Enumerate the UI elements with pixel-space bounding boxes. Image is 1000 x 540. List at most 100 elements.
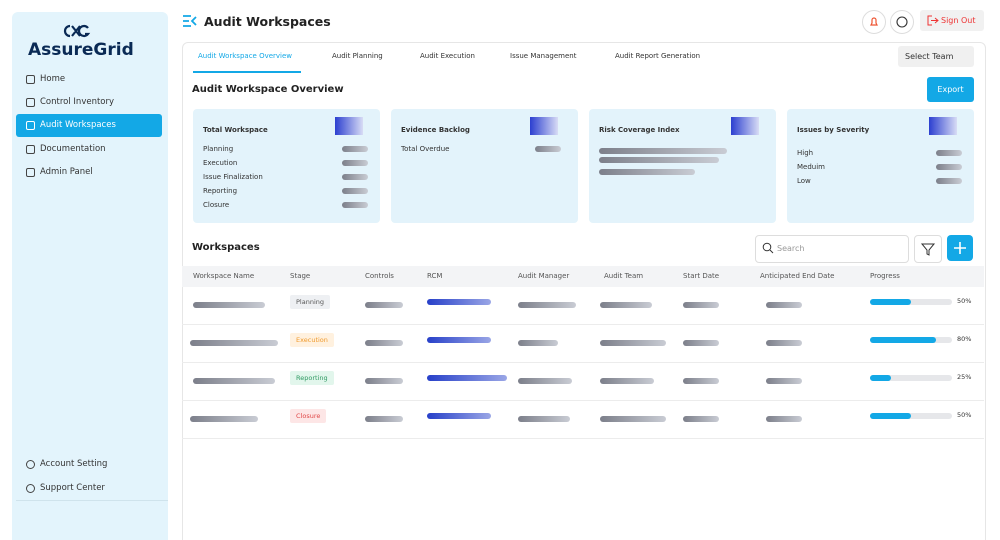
card-chart <box>530 117 558 135</box>
column-header: Start Date <box>683 272 720 280</box>
card-chart <box>929 117 957 135</box>
stage-badge: Planning <box>290 295 330 309</box>
card-item: Reporting <box>203 187 238 195</box>
placeholder <box>342 174 368 180</box>
placeholder <box>365 340 403 346</box>
section-title: Audit Workspace Overview <box>192 84 344 95</box>
logo-icon <box>63 24 91 38</box>
progress-track <box>870 299 952 305</box>
placeholder <box>766 302 802 308</box>
sign-out-button[interactable] <box>920 10 984 31</box>
placeholder <box>600 302 652 308</box>
nav-item[interactable]: Audit Workspaces <box>40 120 116 130</box>
export-button[interactable]: Export <box>927 77 974 102</box>
stage-badge: Execution <box>290 333 334 347</box>
tab[interactable]: Audit Execution <box>420 52 475 60</box>
card-item: Closure <box>203 201 230 209</box>
placeholder <box>193 302 265 308</box>
tab[interactable]: Audit Planning <box>332 52 383 60</box>
progress-label: 50% <box>957 411 972 419</box>
nav-item[interactable]: Documentation <box>40 144 106 154</box>
placeholder <box>683 378 719 384</box>
filter-button[interactable] <box>914 235 942 263</box>
sign-out-icon <box>927 15 939 26</box>
card-title: Issues by Severity <box>797 126 870 134</box>
stage-badge: Reporting <box>290 371 334 385</box>
nav-item[interactable]: Home <box>40 74 66 84</box>
placeholder <box>342 146 368 152</box>
column-header: Stage <box>290 272 311 280</box>
table-header <box>182 266 984 287</box>
messages[interactable] <box>890 10 914 34</box>
placeholder <box>683 340 719 346</box>
placeholder <box>427 413 491 419</box>
nav-item[interactable]: Account Setting <box>40 459 108 469</box>
row-divider <box>182 438 984 439</box>
menu-icon[interactable] <box>182 14 198 28</box>
placeholder <box>936 150 962 156</box>
card-item: Execution <box>203 159 238 167</box>
placeholder <box>518 378 572 384</box>
search-placeholder[interactable]: Search <box>777 244 805 253</box>
notifications[interactable] <box>862 10 886 34</box>
tab[interactable]: Issue Management <box>510 52 577 60</box>
tab-underline <box>193 71 301 73</box>
active-nav <box>16 114 162 137</box>
tab[interactable]: Audit Report Generation <box>615 52 701 60</box>
nav-item[interactable]: Support Center <box>40 483 105 493</box>
nav-icon <box>26 121 35 130</box>
placeholder <box>342 188 368 194</box>
progress-bar <box>870 299 911 305</box>
card-chart <box>335 117 363 135</box>
column-header: RCM <box>427 272 443 280</box>
select-team-label[interactable]: Select Team <box>905 52 954 61</box>
card-title: Risk Coverage Index <box>599 126 680 134</box>
card-item: Low <box>797 177 811 185</box>
column-header: Workspace Name <box>193 272 255 280</box>
placeholder <box>599 148 727 154</box>
tab[interactable]: Audit Workspace Overview <box>198 52 293 60</box>
progress-bar <box>870 375 891 381</box>
placeholder <box>599 169 695 175</box>
card-item: Total Overdue <box>401 145 450 153</box>
card-item: Issue Finalization <box>203 173 263 181</box>
search-box[interactable] <box>755 235 909 263</box>
nav-item[interactable]: Control Inventory <box>40 97 115 107</box>
section-title: Workspaces <box>192 242 260 253</box>
card-title: Total Workspace <box>203 126 268 134</box>
placeholder <box>518 302 576 308</box>
placeholder <box>600 416 666 422</box>
nav-icon <box>26 145 35 154</box>
placeholder <box>427 299 491 305</box>
card-item: High <box>797 149 814 157</box>
nav-icon <box>26 98 35 107</box>
main-panel <box>182 42 986 540</box>
placeholder <box>535 146 561 152</box>
placeholder <box>365 302 403 308</box>
progress-label: 80% <box>957 335 972 343</box>
progress-label: 50% <box>957 297 972 305</box>
add-button[interactable] <box>947 235 973 261</box>
nav-icon <box>26 484 35 493</box>
placeholder <box>936 164 962 170</box>
placeholder <box>766 340 802 346</box>
placeholder <box>766 416 802 422</box>
row-divider <box>182 400 984 401</box>
nav-icon <box>26 168 35 177</box>
placeholder <box>683 302 719 308</box>
logo: AssureGrid <box>28 40 134 60</box>
select-team[interactable] <box>898 46 974 67</box>
nav-item[interactable]: Admin Panel <box>40 167 93 177</box>
column-header: Anticipated End Date <box>760 272 835 280</box>
column-header: Audit Manager <box>518 272 570 280</box>
placeholder <box>600 378 654 384</box>
sign-out[interactable]: Sign Out <box>941 16 976 25</box>
column-header: Controls <box>365 272 394 280</box>
column-header: Progress <box>870 272 900 280</box>
card-chart <box>731 117 759 135</box>
placeholder <box>427 375 507 381</box>
placeholder <box>342 160 368 166</box>
row-divider <box>182 362 984 363</box>
page-title: Audit Workspaces <box>204 14 331 29</box>
placeholder <box>427 337 491 343</box>
